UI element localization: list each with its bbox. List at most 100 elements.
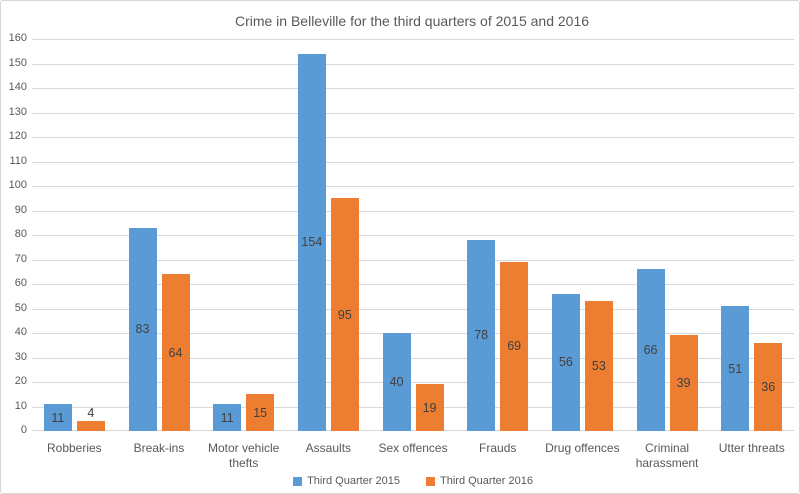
y-axis-label: 0 bbox=[20, 424, 27, 436]
data-label: 83 bbox=[135, 322, 150, 337]
gridline bbox=[32, 284, 794, 285]
data-label: 39 bbox=[676, 376, 691, 391]
category-group-criminal-harassment: 66 39 bbox=[625, 39, 710, 431]
bar-third-quarter-2015-drug-offences: 56 bbox=[551, 293, 580, 431]
gridline bbox=[32, 259, 794, 261]
y-axis-label: 100 bbox=[8, 179, 27, 191]
data-label: 66 bbox=[643, 343, 658, 358]
legend-swatch-third-quarter-2015 bbox=[293, 476, 303, 486]
data-label: 56 bbox=[558, 355, 573, 370]
data-label: 154 bbox=[301, 235, 323, 250]
gridline bbox=[32, 88, 794, 89]
gridline bbox=[32, 161, 794, 163]
category-group-frauds: 78 69 bbox=[455, 39, 540, 431]
bar-third-quarter-2015-motor-vehicle-thefts: 11 bbox=[213, 404, 242, 431]
y-axis-label: 30 bbox=[14, 350, 27, 363]
bar-third-quarter-2016-sex-offences: 19 bbox=[415, 384, 444, 431]
category-group-utter-threats: 51 36 bbox=[709, 39, 794, 431]
gridline bbox=[32, 186, 794, 187]
x-axis-label-sex-offences: Sex offences bbox=[378, 441, 448, 455]
y-axis-label: 40 bbox=[14, 326, 27, 338]
bar-third-quarter-2016-assaults: 95 bbox=[330, 198, 359, 431]
data-label: 69 bbox=[507, 339, 522, 354]
y-axis-label: 120 bbox=[8, 130, 27, 142]
y-axis-label: 50 bbox=[14, 301, 27, 314]
data-label: 78 bbox=[474, 328, 489, 343]
gridline bbox=[32, 308, 794, 310]
x-axis: Robberies Break-ins Motor vehicle thefts As… bbox=[32, 441, 794, 471]
y-axis-label: 140 bbox=[8, 81, 27, 93]
bar-third-quarter-2016-break-ins: 64 bbox=[161, 274, 190, 431]
y-axis-label: 130 bbox=[8, 105, 27, 118]
data-label: 15 bbox=[253, 405, 268, 420]
legend-item-third-quarter-2015: Third Quarter 2015 bbox=[293, 475, 400, 487]
data-label: 51 bbox=[728, 361, 743, 376]
legend-swatch-third-quarter-2016 bbox=[426, 476, 435, 486]
data-label: 95 bbox=[337, 307, 352, 322]
legend-label: Third Quarter 2016 bbox=[440, 475, 533, 487]
x-axis-label-robberies: Robberies bbox=[46, 441, 102, 455]
y-axis-label: 70 bbox=[14, 252, 27, 265]
x-axis-label-assaults: Assaults bbox=[305, 441, 352, 455]
bar-third-quarter-2015-sex-offences: 40 bbox=[382, 333, 411, 431]
x-axis-label-motor-vehicle-thefts: Motor vehicle thefts bbox=[207, 441, 280, 470]
bar-third-quarter-2016-frauds: 69 bbox=[500, 261, 529, 431]
y-axis-label: 160 bbox=[8, 32, 27, 44]
gridline bbox=[32, 112, 794, 114]
gridline bbox=[32, 406, 794, 408]
data-label: 11 bbox=[51, 410, 65, 425]
gridline bbox=[32, 63, 794, 65]
bar-third-quarter-2015-robberies: 11 bbox=[43, 404, 72, 431]
data-label: 53 bbox=[591, 359, 606, 374]
bar-third-quarter-2015-utter-threats: 51 bbox=[721, 306, 750, 431]
y-axis-label: 60 bbox=[14, 277, 27, 289]
bar-third-quarter-2016-utter-threats: 36 bbox=[754, 342, 783, 431]
x-axis-label-drug-offences: Drug offences bbox=[545, 441, 620, 455]
plot-area: 11 4 83 64 11 15 154 95 40 19 78 69 56 53 66 39 51 36 bbox=[32, 39, 794, 431]
data-label: 19 bbox=[422, 400, 437, 415]
gridline bbox=[32, 382, 794, 383]
gridline bbox=[32, 357, 794, 359]
bar-third-quarter-2016-criminal-harassment: 39 bbox=[669, 335, 698, 431]
gridline bbox=[32, 137, 794, 138]
x-axis-label-frauds: Frauds bbox=[479, 441, 517, 455]
category-group-robberies: 11 4 bbox=[32, 39, 117, 431]
category-group-drug-offences: 56 53 bbox=[540, 39, 625, 431]
x-axis-label-criminal-harassment: Criminal harassment bbox=[635, 441, 699, 470]
legend-item-third-quarter-2016: Third Quarter 2016 bbox=[426, 475, 533, 487]
data-label: 11 bbox=[220, 410, 234, 425]
x-axis-label-utter-threats: Utter threats bbox=[718, 441, 785, 455]
category-group-break-ins: 83 64 bbox=[117, 39, 202, 431]
y-axis-label: 150 bbox=[8, 56, 27, 69]
bar-third-quarter-2016-robberies: 4 bbox=[76, 406, 105, 431]
category-group-motor-vehicle-thefts: 11 15 bbox=[201, 39, 286, 431]
data-label: 36 bbox=[761, 379, 776, 394]
y-axis-label: 80 bbox=[14, 228, 27, 240]
category-group-sex-offences: 40 19 bbox=[371, 39, 456, 431]
gridline bbox=[32, 235, 794, 236]
gridline bbox=[32, 333, 794, 334]
y-axis-label: 10 bbox=[14, 399, 27, 412]
chart-title: Crime in Belleville for the third quarte… bbox=[234, 13, 590, 29]
gridline bbox=[32, 39, 794, 40]
bar-third-quarter-2016-drug-offences: 53 bbox=[584, 301, 613, 431]
legend-label: Third Quarter 2015 bbox=[307, 475, 400, 487]
bar-third-quarter-2015-break-ins: 83 bbox=[128, 227, 157, 431]
gridline bbox=[32, 210, 794, 212]
y-axis-label: 90 bbox=[14, 203, 27, 216]
bar-third-quarter-2015-assaults: 154 bbox=[297, 53, 326, 431]
y-axis-label: 110 bbox=[9, 154, 27, 167]
y-axis-label: 20 bbox=[14, 375, 27, 387]
bar-third-quarter-2015-criminal-harassment: 66 bbox=[636, 269, 665, 431]
data-label: 40 bbox=[389, 375, 404, 389]
y-axis: 0 10 20 30 40 50 60 70 80 90 100 110 120 130 140 150 160 bbox=[1, 1, 27, 493]
category-group-assaults: 154 95 bbox=[286, 39, 371, 431]
x-axis-label-break-ins: Break-ins bbox=[133, 441, 185, 455]
data-label: 4 bbox=[87, 406, 95, 421]
data-label: 64 bbox=[168, 345, 183, 360]
legend: Third Quarter 2015 Third Quarter 2016 bbox=[32, 475, 794, 487]
bar-third-quarter-2016-motor-vehicle-thefts: 15 bbox=[246, 394, 275, 431]
bar-third-quarter-2015-frauds: 78 bbox=[467, 239, 496, 431]
bar-groups: 11 4 83 64 11 15 154 95 40 19 78 69 56 53 66 39 51 36 bbox=[32, 39, 794, 431]
